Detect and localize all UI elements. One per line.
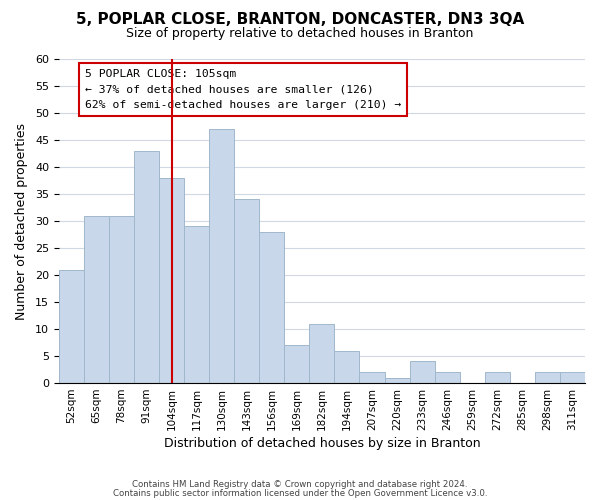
Bar (410, 362, 434, 383)
Bar (485, 372, 510, 383)
Text: 5, POPLAR CLOSE, BRANTON, DONCASTER, DN3 3QA: 5, POPLAR CLOSE, BRANTON, DONCASTER, DN3… (76, 12, 524, 28)
Text: 5 POPLAR CLOSE: 105sqm
← 37% of detached houses are smaller (126)
62% of semi-de: 5 POPLAR CLOSE: 105sqm ← 37% of detached… (85, 68, 401, 110)
Bar (109, 216, 134, 383)
Bar (310, 324, 334, 383)
X-axis label: Distribution of detached houses by size in Branton: Distribution of detached houses by size … (164, 437, 480, 450)
Bar (359, 372, 385, 383)
Bar (385, 378, 410, 383)
Bar (560, 372, 585, 383)
Bar (234, 200, 259, 383)
Bar (535, 372, 560, 383)
Bar (184, 226, 209, 383)
Bar (209, 129, 234, 383)
Text: Size of property relative to detached houses in Branton: Size of property relative to detached ho… (127, 28, 473, 40)
Bar (434, 372, 460, 383)
Text: Contains HM Land Registry data © Crown copyright and database right 2024.: Contains HM Land Registry data © Crown c… (132, 480, 468, 489)
Bar (334, 350, 359, 383)
Bar (84, 216, 109, 383)
Bar (284, 346, 310, 383)
Bar (259, 232, 284, 383)
Bar (134, 151, 159, 383)
Y-axis label: Number of detached properties: Number of detached properties (15, 122, 28, 320)
Bar (59, 270, 84, 383)
Bar (159, 178, 184, 383)
Text: Contains public sector information licensed under the Open Government Licence v3: Contains public sector information licen… (113, 488, 487, 498)
